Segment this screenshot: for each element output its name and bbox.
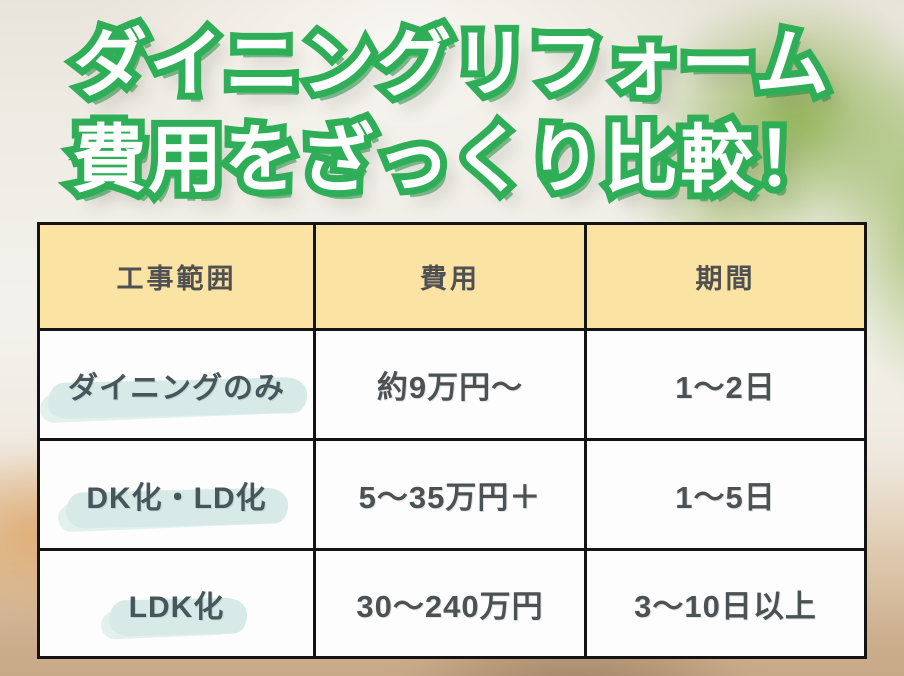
scope-label-wrap: DK化・LD化 (57, 473, 290, 533)
table-row-2-scope-cell: DK化・LD化 (40, 441, 316, 551)
scope-label-wrap: LDK化 (100, 582, 247, 640)
title-line-1: ダイニングリフォーム ダイニングリフォーム (0, 15, 904, 112)
page-title: ダイニングリフォーム ダイニングリフォーム 費用をざっくり比較！ 費用をざっくり… (0, 15, 904, 208)
header-scope: 工事範囲 (40, 225, 316, 331)
title-line-1-outline: ダイニングリフォーム (66, 15, 836, 112)
scope-label: DK化・LD化 (86, 481, 267, 515)
table-row-3-cost-cell: 30〜240万円 (316, 551, 587, 656)
table-row-1-scope-cell: ダイニングのみ (39, 331, 316, 441)
title-line-2-outline: 費用をざっくり比較！ (65, 111, 837, 208)
scope-label-wrap: ダイニングのみ (39, 363, 308, 424)
table-row-1-duration-cell: 1〜2日 (587, 331, 864, 441)
title-line-2-text: 費用をざっくり比較！ (72, 118, 832, 201)
scope-label: ダイニングのみ (68, 371, 285, 405)
table-row-3-scope-cell: LDK化 (40, 551, 316, 656)
header-duration: 期間 (587, 225, 864, 331)
header-cost: 費用 (316, 225, 587, 331)
table-row-1-cost-cell: 約9万円〜 (316, 331, 587, 441)
scope-label: LDK化 (128, 590, 225, 624)
table-row-3-duration-cell: 3〜10日以上 (587, 551, 864, 656)
table-row-2-cost-cell: 5〜35万円＋ (316, 441, 587, 551)
comparison-table: 工事範囲 費用 期間 ダイニングのみ 約9万円〜 1〜2日 DK化・LD化 5〜… (37, 222, 867, 659)
title-line-2: 費用をざっくり比較！ 費用をざっくり比較！ (0, 111, 904, 208)
title-line-1-text: ダイニングリフォーム (73, 22, 831, 105)
table-row-2-duration-cell: 1〜5日 (587, 441, 864, 551)
